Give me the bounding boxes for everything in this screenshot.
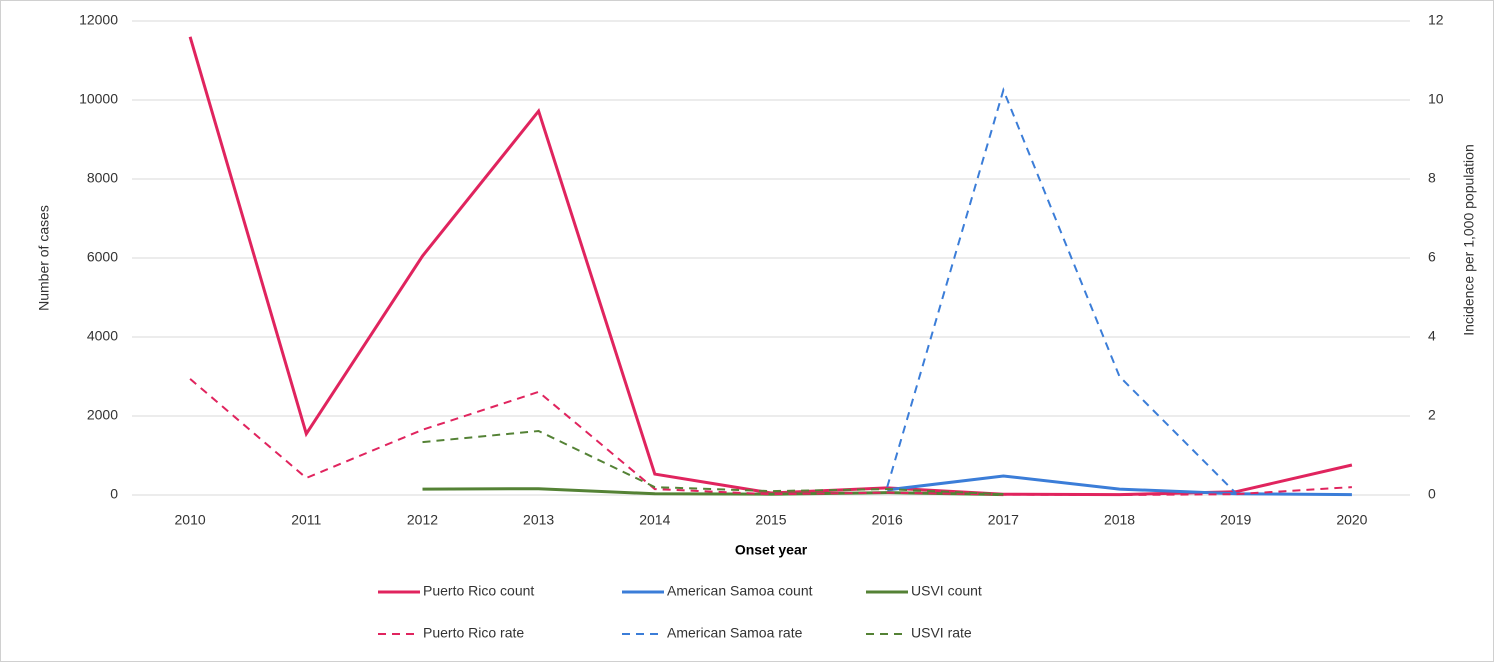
legend-label: Puerto Rico rate — [423, 625, 524, 641]
x-tick-label: 2013 — [523, 512, 554, 528]
y-tick-label: 12000 — [79, 12, 118, 28]
x-tick-label: 2010 — [175, 512, 206, 528]
y-tick-label: 6000 — [87, 249, 118, 265]
legend-label: American Samoa count — [667, 583, 813, 599]
x-tick-label: 2019 — [1220, 512, 1251, 528]
legend-label: USVI rate — [911, 625, 972, 641]
series-line — [887, 474, 1352, 497]
x-axis-title: Onset year — [735, 542, 808, 558]
y-tick-label: 0 — [110, 486, 118, 502]
x-tick-label: 2018 — [1104, 512, 1135, 528]
y2-tick-label: 12 — [1428, 12, 1444, 28]
legend-label: American Samoa rate — [667, 625, 803, 641]
x-tick-label: 2012 — [407, 512, 438, 528]
series-line — [422, 429, 1004, 496]
x-tick-label: 2020 — [1336, 512, 1367, 528]
y-axis-title: Number of cases — [36, 205, 52, 311]
y2-tick-label: 10 — [1428, 91, 1444, 107]
y-tick-label: 10000 — [79, 91, 118, 107]
legend-label: Puerto Rico count — [423, 583, 534, 599]
y-tick-label: 2000 — [87, 407, 118, 423]
y2-tick-label: 6 — [1428, 249, 1436, 265]
y2-tick-label: 4 — [1428, 328, 1436, 344]
x-tick-label: 2011 — [291, 512, 321, 528]
x-tick-label: 2017 — [988, 512, 1019, 528]
y2-tick-label: 2 — [1428, 407, 1436, 423]
series-line — [886, 87, 1237, 494]
x-tick-label: 2015 — [755, 512, 786, 528]
y2-axis-title: Incidence per 1,000 population — [1461, 144, 1477, 335]
series-line — [189, 378, 1352, 497]
y2-tick-label: 8 — [1428, 170, 1436, 186]
y-tick-label: 4000 — [87, 328, 118, 344]
y-tick-label: 8000 — [87, 170, 118, 186]
legend-label: USVI count — [911, 583, 982, 599]
x-tick-label: 2016 — [872, 512, 903, 528]
x-tick-label: 2014 — [639, 512, 670, 528]
y2-tick-label: 0 — [1428, 486, 1436, 502]
